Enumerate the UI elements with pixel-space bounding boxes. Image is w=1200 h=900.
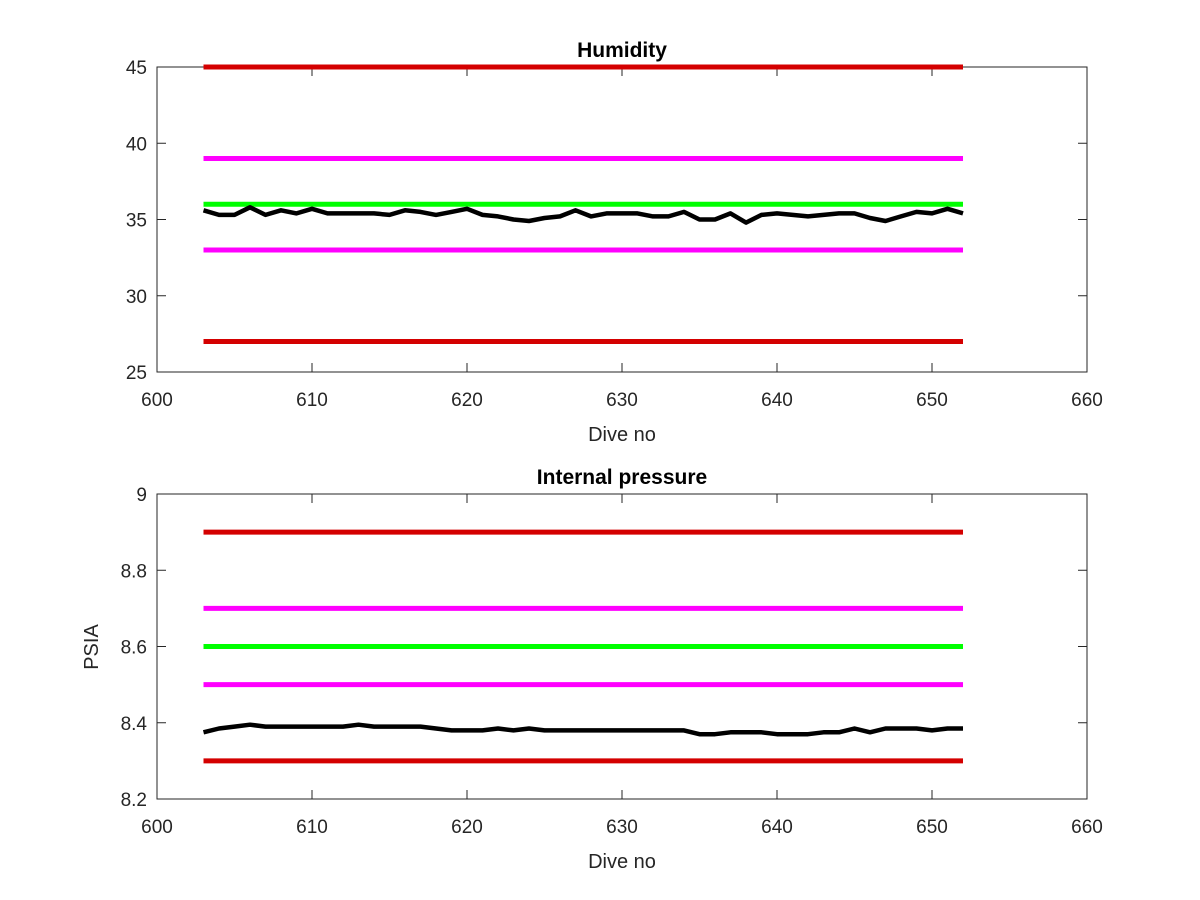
humidity-y-tick-label: 45: [126, 58, 147, 79]
humidity-y-ticks: 25 30 35 40 45: [126, 58, 1087, 384]
pressure-subplot: Internal pressure Dive no PSIA 600 610 620…: [81, 466, 1103, 873]
humidity-x-axis-label: Dive no: [588, 424, 656, 446]
humidity-y-tick-label: 30: [126, 287, 147, 308]
pressure-x-tick-label: 630: [606, 817, 638, 838]
humidity-y-tick-label: 35: [126, 211, 147, 232]
pressure-y-tick-label: 8.2: [121, 790, 147, 811]
pressure-x-tick-label: 600: [141, 817, 173, 838]
pressure-y-tick-label: 8.4: [121, 714, 148, 735]
pressure-title: Internal pressure: [537, 466, 707, 489]
pressure-y-ticks: 8.2 8.4 8.6 8.8 9: [121, 485, 1087, 811]
humidity-y-tick-label: 25: [126, 363, 147, 384]
pressure-x-tick-label: 650: [916, 817, 948, 838]
pressure-x-tick-label: 640: [761, 817, 793, 838]
humidity-title: Humidity: [577, 39, 667, 62]
pressure-x-tick-label: 660: [1071, 817, 1103, 838]
humidity-x-ticks: 600 610 620 630 640 650 660: [141, 67, 1103, 411]
humidity-x-tick-label: 600: [141, 390, 173, 411]
pressure-y-tick-label: 8.6: [121, 638, 147, 659]
pressure-series: [202, 529, 963, 764]
humidity-x-tick-label: 650: [916, 390, 948, 411]
pressure-y-tick-label: 8.8: [121, 561, 147, 582]
humidity-x-tick-label: 630: [606, 390, 638, 411]
humidity-x-tick-label: 640: [761, 390, 793, 411]
humidity-x-tick-label: 620: [451, 390, 483, 411]
humidity-subplot: Humidity Dive no 600 610 620 630 640 650 660 2…: [126, 39, 1103, 446]
pressure-x-axis-label: Dive no: [588, 851, 656, 873]
pressure-y-tick-label: 9: [136, 485, 147, 506]
pressure-x-ticks: 600 610 620 630 640 650 660: [141, 494, 1103, 838]
humidity-x-tick-label: 660: [1071, 390, 1103, 411]
humidity-series-measured: [202, 205, 964, 225]
pressure-y-axis-label: PSIA: [81, 624, 103, 670]
humidity-y-tick-label: 40: [126, 134, 147, 155]
pressure-x-tick-label: 620: [451, 817, 483, 838]
humidity-x-tick-label: 610: [296, 390, 328, 411]
humidity-series: [202, 64, 964, 344]
pressure-series-measured: [202, 722, 963, 737]
pressure-x-tick-label: 610: [296, 817, 328, 838]
